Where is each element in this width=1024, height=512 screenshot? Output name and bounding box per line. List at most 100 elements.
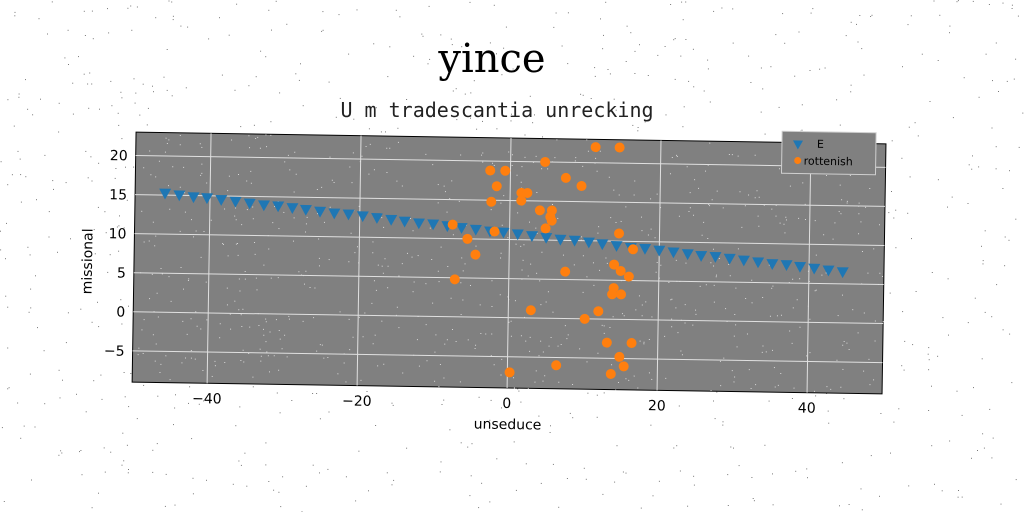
- plot-noise-dot: [521, 166, 523, 168]
- noise-dot: [972, 155, 973, 157]
- plot-noise-dot: [238, 309, 240, 311]
- plot-noise-dot: [373, 280, 375, 282]
- plot-noise-dot: [152, 221, 154, 223]
- series-e-point: [568, 235, 581, 247]
- noise-dot: [413, 55, 415, 57]
- series-rottenish-point: [500, 165, 511, 176]
- noise-dot: [255, 76, 257, 78]
- plot-noise-dot: [874, 320, 876, 322]
- plot-noise-dot: [432, 302, 434, 304]
- noise-dot: [1000, 503, 1002, 505]
- plot-noise-dot: [503, 195, 505, 197]
- plot-noise-dot: [540, 340, 542, 342]
- plot-noise-dot: [720, 385, 722, 387]
- plot-noise-dot: [802, 182, 804, 184]
- noise-dot: [117, 112, 119, 114]
- noise-dot: [590, 98, 592, 99]
- noise-dot: [171, 95, 173, 97]
- noise-dot: [393, 479, 395, 481]
- noise-dot: [391, 402, 393, 404]
- series-rottenish-point: [605, 368, 616, 379]
- noise-dot: [121, 464, 123, 466]
- noise-dot: [682, 126, 684, 128]
- plot-noise-dot: [482, 152, 484, 154]
- noise-dot: [450, 38, 452, 40]
- noise-dot: [136, 418, 138, 420]
- plot-noise-dot: [190, 318, 192, 320]
- plot-noise-dot: [205, 281, 207, 283]
- series-rottenish: [447, 142, 639, 379]
- series-rottenish-point: [576, 180, 587, 191]
- plot-noise-dot: [825, 272, 827, 274]
- plot-noise-dot: [776, 315, 778, 317]
- plot-noise-dot: [239, 290, 241, 292]
- series-e-point: [610, 241, 623, 252]
- noise-dot: [228, 34, 230, 36]
- noise-dot: [801, 129, 803, 131]
- plot-noise-dot: [669, 173, 671, 175]
- noise-dot: [615, 109, 617, 111]
- noise-dot: [276, 392, 278, 394]
- plot-noise-dot: [406, 252, 408, 254]
- noise-dot: [85, 150, 87, 152]
- plot-noise-dot: [567, 334, 569, 336]
- noise-dot: [937, 60, 939, 61]
- noise-dot: [58, 102, 60, 104]
- plot-noise-dot: [813, 390, 815, 392]
- plot-noise-dot: [823, 234, 825, 236]
- plot-noise-dot: [791, 342, 793, 344]
- noise-dot: [890, 452, 891, 454]
- series-e-point: [794, 261, 807, 273]
- noise-dot: [239, 406, 241, 408]
- plot-noise-dot: [748, 194, 750, 196]
- noise-dot: [191, 438, 193, 440]
- plot-noise-dot: [460, 282, 462, 284]
- noise-dot: [279, 92, 281, 94]
- plot-noise-dot: [160, 363, 162, 365]
- plot-noise-dot: [641, 315, 643, 317]
- noise-dot: [279, 412, 281, 414]
- plot-noise-dot: [243, 361, 245, 363]
- plot-noise-dot: [432, 164, 434, 166]
- plot-noise-dot: [250, 182, 252, 184]
- plot-noise-dot: [286, 356, 288, 358]
- noise-dot: [44, 403, 46, 405]
- noise-dot: [246, 485, 248, 487]
- noise-dot: [478, 507, 480, 509]
- plot-noise-dot: [780, 372, 782, 374]
- plot-noise-dot: [323, 357, 325, 359]
- noise-dot: [863, 74, 865, 76]
- plot-noise-dot: [715, 274, 717, 276]
- noise-dot: [991, 127, 993, 129]
- plot-noise-dot: [839, 184, 841, 186]
- plot-noise-dot: [710, 389, 712, 391]
- plot-noise-dot: [349, 166, 351, 168]
- plot-noise-dot: [263, 334, 265, 336]
- noise-dot: [762, 88, 764, 90]
- legend-label-rottenish: rottenish: [804, 155, 853, 169]
- noise-dot: [107, 271, 109, 273]
- plot-noise-dot: [840, 386, 842, 388]
- y-axis-label: missional: [80, 228, 97, 294]
- plot-noise-dot: [718, 257, 720, 259]
- plot-noise-dot: [605, 257, 607, 259]
- noise-dot: [981, 245, 982, 247]
- noise-dot: [339, 97, 341, 99]
- series-e-point: [356, 211, 369, 223]
- series-rottenish-point: [491, 181, 502, 192]
- plot-noise-dot: [248, 352, 250, 355]
- noise-dot: [92, 38, 94, 40]
- noise-dot: [501, 407, 502, 409]
- noise-dot: [87, 83, 89, 85]
- plot-noise-dot: [235, 243, 237, 245]
- plot-noise-dot: [289, 169, 291, 171]
- noise-dot: [714, 418, 716, 420]
- plot-noise-dot: [412, 291, 414, 293]
- plot-noise-dot: [434, 380, 436, 382]
- plot-noise-dot: [413, 281, 415, 283]
- plot-noise-dot: [246, 209, 248, 211]
- plot-noise-dot: [327, 357, 329, 359]
- plot-noise-dot: [193, 236, 195, 238]
- noise-dot: [456, 119, 458, 121]
- series-e-point: [173, 190, 186, 202]
